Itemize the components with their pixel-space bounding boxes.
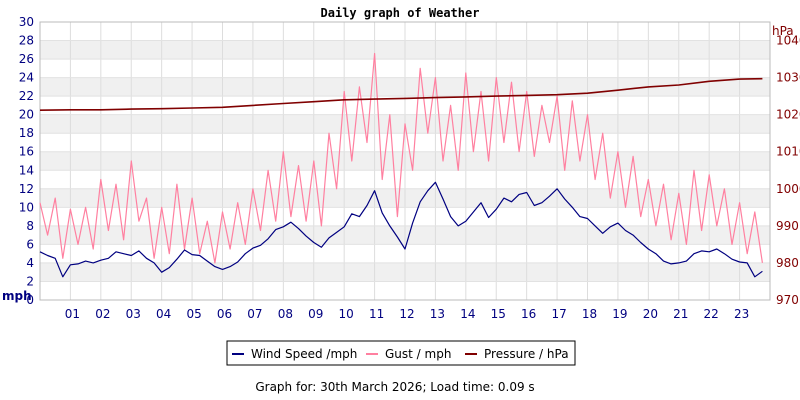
x-tick-label: 06 xyxy=(217,307,232,321)
y-tick-label: 2 xyxy=(26,274,34,288)
y-tick-label: 22 xyxy=(19,89,34,103)
y2-tick-label: 970 xyxy=(776,293,799,307)
x-tick-label: 14 xyxy=(460,307,475,321)
x-tick-label: 11 xyxy=(369,307,384,321)
x-tick-label: 19 xyxy=(612,307,627,321)
footer-text: Graph for: 30th March 2026; Load time: 0… xyxy=(255,380,534,394)
x-tick-label: 20 xyxy=(643,307,658,321)
y-tick-label: 6 xyxy=(26,237,34,251)
legend: Wind Speed /mph Gust / mph Pressure / hP… xyxy=(226,340,576,366)
legend-box xyxy=(226,340,576,366)
x-tick-label: 07 xyxy=(247,307,262,321)
x-tick-label: 10 xyxy=(339,307,354,321)
y-tick-label: 20 xyxy=(19,108,34,122)
x-tick-label: 12 xyxy=(399,307,414,321)
x-tick-label: 21 xyxy=(673,307,688,321)
x-tick-label: 18 xyxy=(582,307,597,321)
y-tick-label: 4 xyxy=(26,256,34,270)
x-tick-label: 01 xyxy=(65,307,80,321)
y2-tick-label: 980 xyxy=(776,256,799,270)
series-lines xyxy=(39,52,763,278)
pressure-line xyxy=(39,77,763,111)
y2-axis-label: hPa xyxy=(772,24,794,38)
x-tick-label: 23 xyxy=(734,307,749,321)
y-tick-label: 8 xyxy=(26,219,34,233)
y2-tick-label: 1010 xyxy=(776,145,800,159)
y-tick-label: 16 xyxy=(19,145,34,159)
y2-tick-label: 1000 xyxy=(776,182,800,196)
y-tick-label: 14 xyxy=(19,163,34,177)
y2-tick-label: 990 xyxy=(776,219,799,233)
y-tick-label: 12 xyxy=(19,182,34,196)
y-tick-label: 30 xyxy=(19,15,34,29)
x-tick-label: 22 xyxy=(704,307,719,321)
x-tick-label: 02 xyxy=(95,307,110,321)
x-tick-label: 15 xyxy=(491,307,506,321)
x-tick-label: 03 xyxy=(126,307,141,321)
legend-label-pressure: Pressure / hPa xyxy=(484,347,569,361)
y-tick-label: 24 xyxy=(19,71,34,85)
plot-frame xyxy=(39,21,771,301)
x-tick-label: 08 xyxy=(278,307,293,321)
y-tick-label: 10 xyxy=(19,200,34,214)
gust-line xyxy=(39,52,763,264)
wind-speed-line xyxy=(39,181,763,278)
x-tick-label: 05 xyxy=(186,307,201,321)
x-tick-label: 13 xyxy=(430,307,445,321)
y-tick-label: 0 xyxy=(26,293,34,307)
x-axis-ticks: 01 02 03 04 05 06 07 08 09 10 11 12 13 14 15 16 17 18 19 20… xyxy=(65,307,749,321)
y-tick-label: 28 xyxy=(19,34,34,48)
horizontal-gridlines xyxy=(40,21,770,301)
chart-title: Daily graph of Weather xyxy=(321,6,480,20)
x-tick-label: 09 xyxy=(308,307,323,321)
vertical-gridlines xyxy=(69,22,741,300)
y-tick-label: 18 xyxy=(19,126,34,140)
x-tick-label: 16 xyxy=(521,307,536,321)
x-tick-label: 17 xyxy=(551,307,566,321)
legend-label-wind: Wind Speed /mph xyxy=(251,347,357,361)
y-tick-label: 26 xyxy=(19,52,34,66)
y2-tick-label: 1030 xyxy=(776,71,800,85)
legend-label-gust: Gust / mph xyxy=(385,347,451,361)
y-axis-label: mph xyxy=(2,289,32,303)
x-tick-label: 04 xyxy=(156,307,171,321)
